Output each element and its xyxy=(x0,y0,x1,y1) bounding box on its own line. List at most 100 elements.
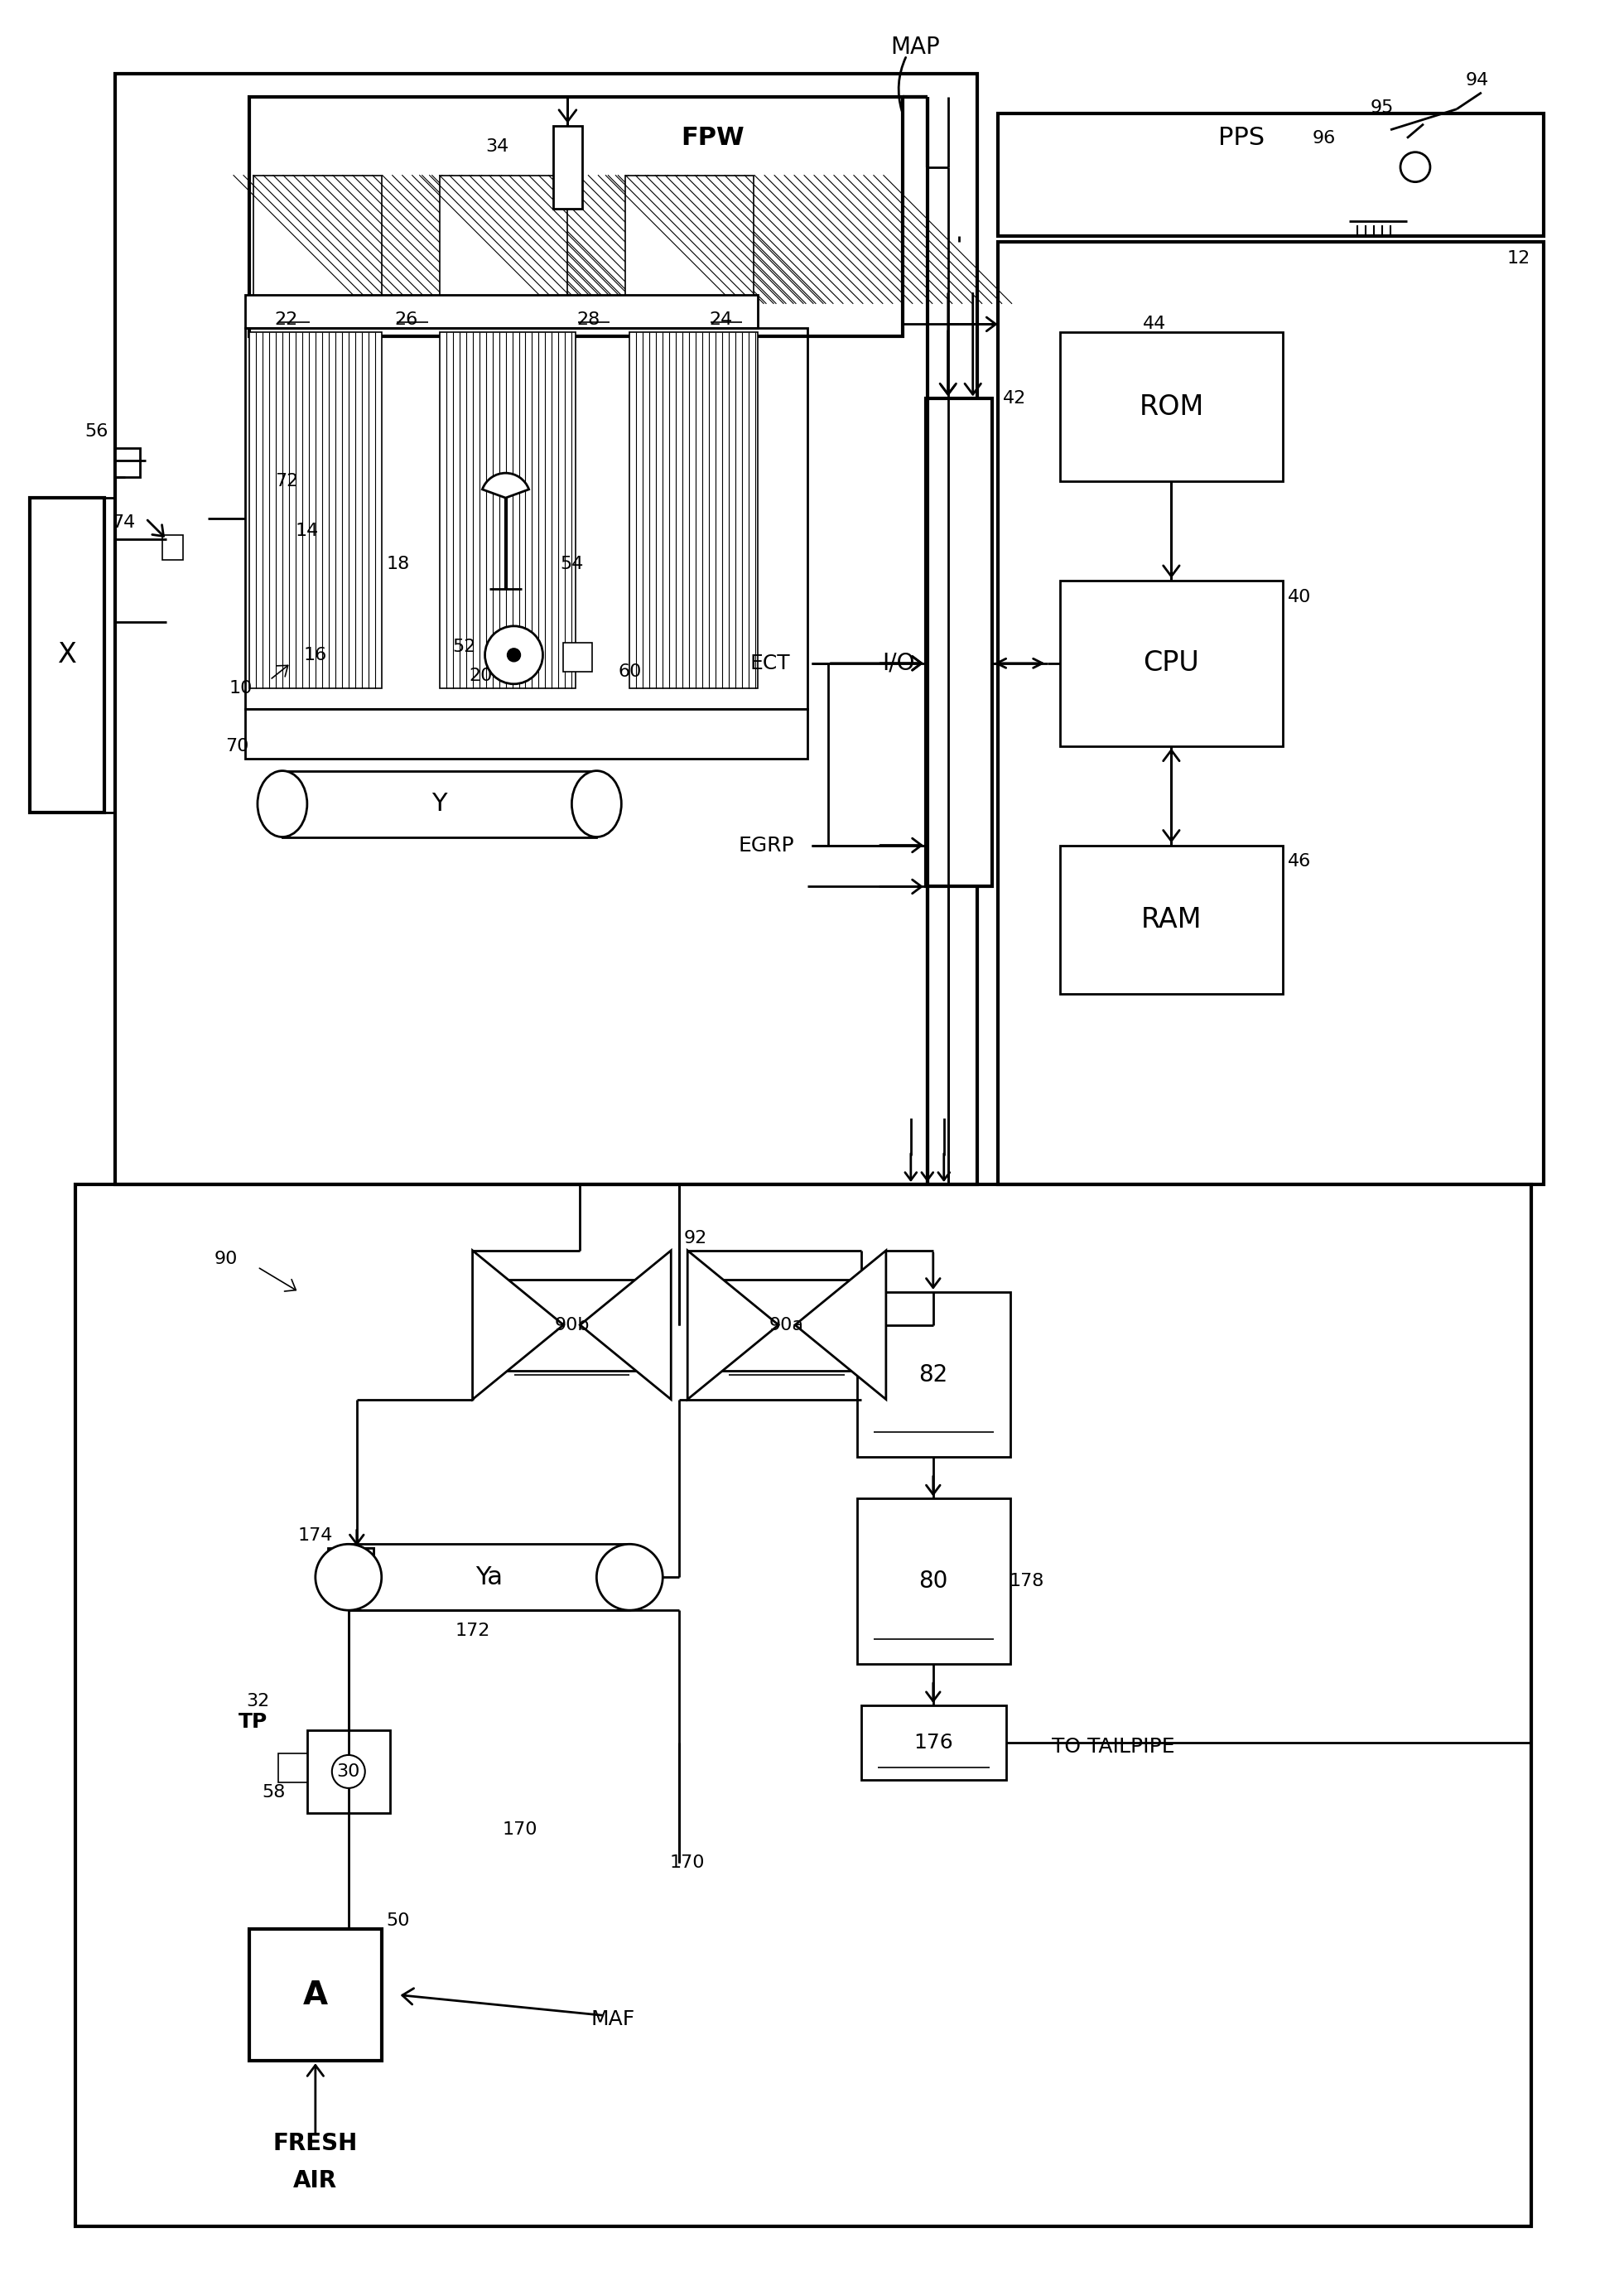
Text: 172: 172 xyxy=(455,1622,490,1640)
Bar xyxy=(505,1280,638,1371)
Text: 44: 44 xyxy=(1143,315,1166,333)
Text: PPS: PPS xyxy=(1218,125,1265,151)
Bar xyxy=(278,1754,307,1781)
Text: 42: 42 xyxy=(1002,390,1026,406)
Bar xyxy=(31,497,104,812)
Bar xyxy=(997,242,1543,1184)
Text: X: X xyxy=(58,641,76,668)
Text: 18: 18 xyxy=(387,557,409,573)
Text: TP: TP xyxy=(239,1713,268,1731)
Text: 52: 52 xyxy=(453,639,476,655)
Polygon shape xyxy=(580,1250,671,1398)
Polygon shape xyxy=(473,1250,564,1398)
Text: 70: 70 xyxy=(226,737,248,755)
Text: Ya: Ya xyxy=(476,1565,503,1590)
Bar xyxy=(1060,846,1283,995)
Text: 10: 10 xyxy=(229,680,253,696)
Polygon shape xyxy=(796,1250,887,1398)
Text: 72: 72 xyxy=(274,472,299,490)
Text: 90a: 90a xyxy=(770,1316,804,1332)
Text: 50: 50 xyxy=(387,1911,409,1930)
Text: 16: 16 xyxy=(304,648,326,664)
Text: TO TAILPIPE: TO TAILPIPE xyxy=(1051,1736,1174,1756)
Bar xyxy=(857,1499,1010,1665)
Bar xyxy=(253,176,382,303)
Text: 14: 14 xyxy=(296,522,318,538)
Bar xyxy=(857,1291,1010,1458)
Text: 174: 174 xyxy=(297,1528,333,1544)
Bar xyxy=(349,1544,630,1610)
Polygon shape xyxy=(687,1250,778,1398)
Bar xyxy=(630,333,758,689)
Text: 20: 20 xyxy=(469,668,492,684)
Bar xyxy=(115,449,140,477)
Bar xyxy=(349,1549,374,1594)
Bar xyxy=(248,333,382,689)
Bar xyxy=(283,771,596,837)
Bar xyxy=(564,643,593,671)
Text: 94: 94 xyxy=(1465,73,1489,89)
Bar xyxy=(248,96,903,338)
Text: 96: 96 xyxy=(1312,130,1337,146)
Bar xyxy=(861,1706,1005,1779)
Text: 90b: 90b xyxy=(554,1316,590,1332)
Ellipse shape xyxy=(596,1544,663,1610)
Text: 54: 54 xyxy=(560,557,583,573)
Circle shape xyxy=(486,625,542,684)
Text: 28: 28 xyxy=(577,312,599,328)
Text: 30: 30 xyxy=(336,1763,361,1779)
Text: 22: 22 xyxy=(274,312,299,328)
Text: MAF: MAF xyxy=(591,2010,635,2030)
Text: 12: 12 xyxy=(1507,249,1530,267)
Text: 176: 176 xyxy=(913,1734,953,1752)
Text: 90: 90 xyxy=(214,1250,237,1266)
Text: 170: 170 xyxy=(502,1820,538,1838)
Text: ROM: ROM xyxy=(1138,392,1203,420)
Text: 24: 24 xyxy=(710,312,732,328)
Text: 80: 80 xyxy=(919,1569,948,1592)
Bar xyxy=(245,328,807,709)
Text: 56: 56 xyxy=(84,424,109,440)
Ellipse shape xyxy=(572,771,622,837)
Bar xyxy=(1060,582,1283,746)
Text: 60: 60 xyxy=(617,664,641,680)
Text: 58: 58 xyxy=(263,1784,286,1800)
Text: AIR: AIR xyxy=(294,2169,338,2192)
Bar xyxy=(1060,333,1283,481)
Text: ECT: ECT xyxy=(750,652,791,673)
Bar xyxy=(115,73,978,1184)
Bar xyxy=(307,1731,390,1813)
Text: FRESH: FRESH xyxy=(273,2133,357,2156)
Bar xyxy=(625,176,754,303)
Bar xyxy=(440,176,568,303)
Text: 170: 170 xyxy=(671,1854,705,1870)
Bar xyxy=(76,1184,1531,2226)
Bar xyxy=(245,294,758,328)
Text: MAP: MAP xyxy=(890,36,940,59)
Bar xyxy=(162,536,184,559)
Text: EGRP: EGRP xyxy=(737,835,794,855)
Circle shape xyxy=(1400,153,1431,182)
Text: FPW: FPW xyxy=(680,125,744,151)
Bar xyxy=(440,333,577,689)
Ellipse shape xyxy=(315,1544,382,1610)
Text: 95: 95 xyxy=(1371,98,1393,116)
Bar xyxy=(248,1930,382,2062)
Bar xyxy=(997,114,1543,235)
Bar xyxy=(328,1549,374,1594)
Ellipse shape xyxy=(258,771,307,837)
Text: 74: 74 xyxy=(112,516,135,531)
Text: CPU: CPU xyxy=(1143,650,1200,677)
Circle shape xyxy=(507,648,520,661)
Bar xyxy=(245,709,807,757)
Bar xyxy=(721,1280,853,1371)
Text: Y: Y xyxy=(432,792,447,817)
Text: 40: 40 xyxy=(1288,588,1311,604)
Bar xyxy=(926,399,992,887)
Bar xyxy=(554,125,583,208)
Text: A: A xyxy=(304,1980,328,2010)
Text: 178: 178 xyxy=(1009,1574,1044,1590)
Text: 46: 46 xyxy=(1288,853,1311,869)
Wedge shape xyxy=(482,472,529,497)
Text: I/O: I/O xyxy=(882,652,914,675)
